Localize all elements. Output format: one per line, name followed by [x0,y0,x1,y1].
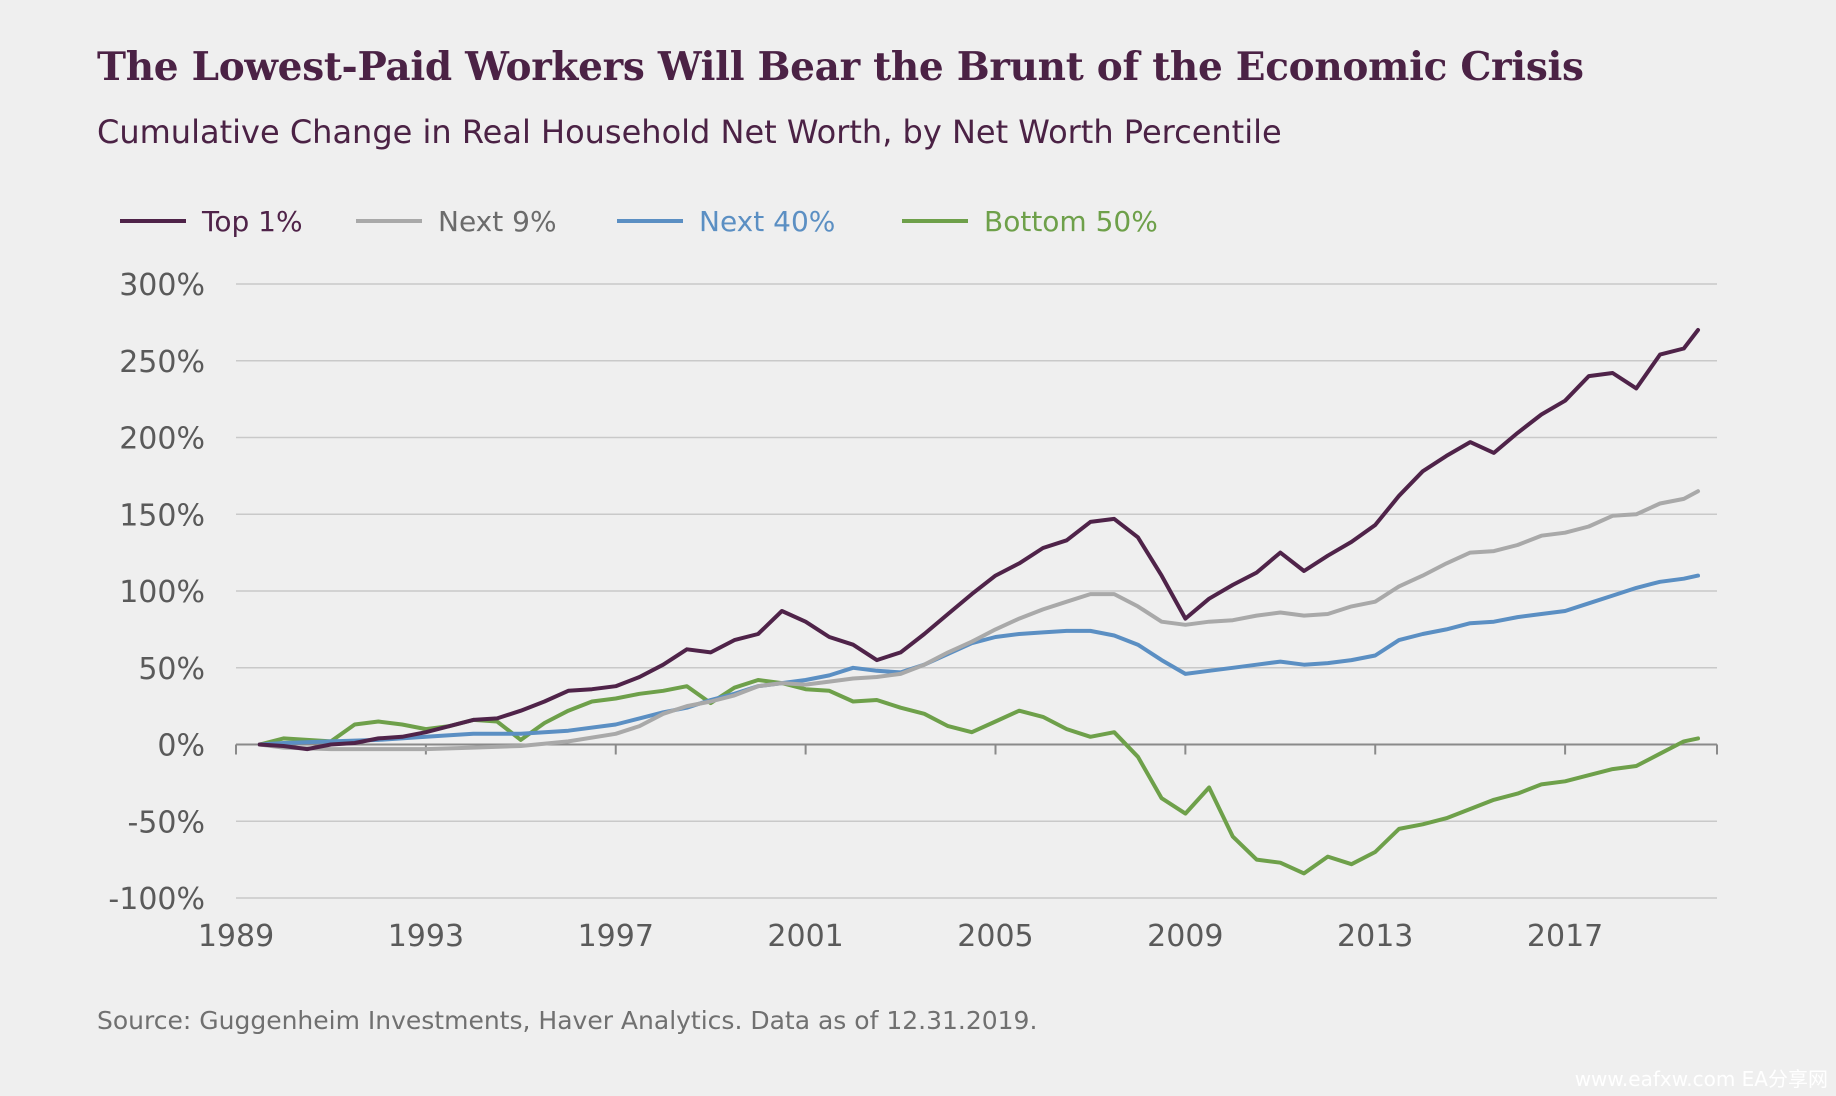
x-tick-label: 1997 [578,919,654,954]
series-line-next-9 [257,489,1700,752]
legend-label-top-1: Top 1% [201,205,303,238]
x-tick-label: 1993 [388,919,464,954]
series-lines [257,328,1700,876]
source-note: Source: Guggenheim Investments, Haver An… [97,1006,1038,1035]
legend-label-bottom-50: Bottom 50% [984,205,1158,238]
axes: -100% -50% 0% 50% 100% 150% 200% 250% 300% 1989 19… [108,268,1718,954]
series-line-top-1 [257,328,1700,752]
x-tick-label: 2013 [1337,919,1413,954]
y-tick-label: -50% [127,805,205,840]
legend: Top 1% Next 9% Next 40% Bottom 50% [120,205,1158,238]
x-tick-label: 1989 [198,919,274,954]
x-tick-label: 2009 [1147,919,1223,954]
x-tick-label: 2001 [767,919,843,954]
y-tick-label: 200% [119,422,205,457]
series-line-bottom-50 [257,678,1700,876]
chart-title: The Lowest-Paid Workers Will Bear the Br… [97,44,1584,90]
y-tick-label: 300% [119,268,205,303]
y-tick-label: 0% [157,729,205,764]
y-tick-label: 150% [119,498,205,533]
watermark: www.eafxw.com EA分享网 [1574,1067,1828,1091]
y-tick-label: 50% [138,652,205,687]
y-tick-label: 100% [119,575,205,610]
series-line-next-40 [257,573,1700,747]
chart-subtitle: Cumulative Change in Real Household Net … [97,113,1282,151]
legend-label-next-40: Next 40% [699,205,835,238]
x-tick-label: 2017 [1527,919,1603,954]
legend-label-next-9: Next 9% [438,205,557,238]
x-tick-label: 2005 [957,919,1033,954]
y-tick-label: -100% [108,882,205,917]
y-tick-label: 250% [119,345,205,380]
